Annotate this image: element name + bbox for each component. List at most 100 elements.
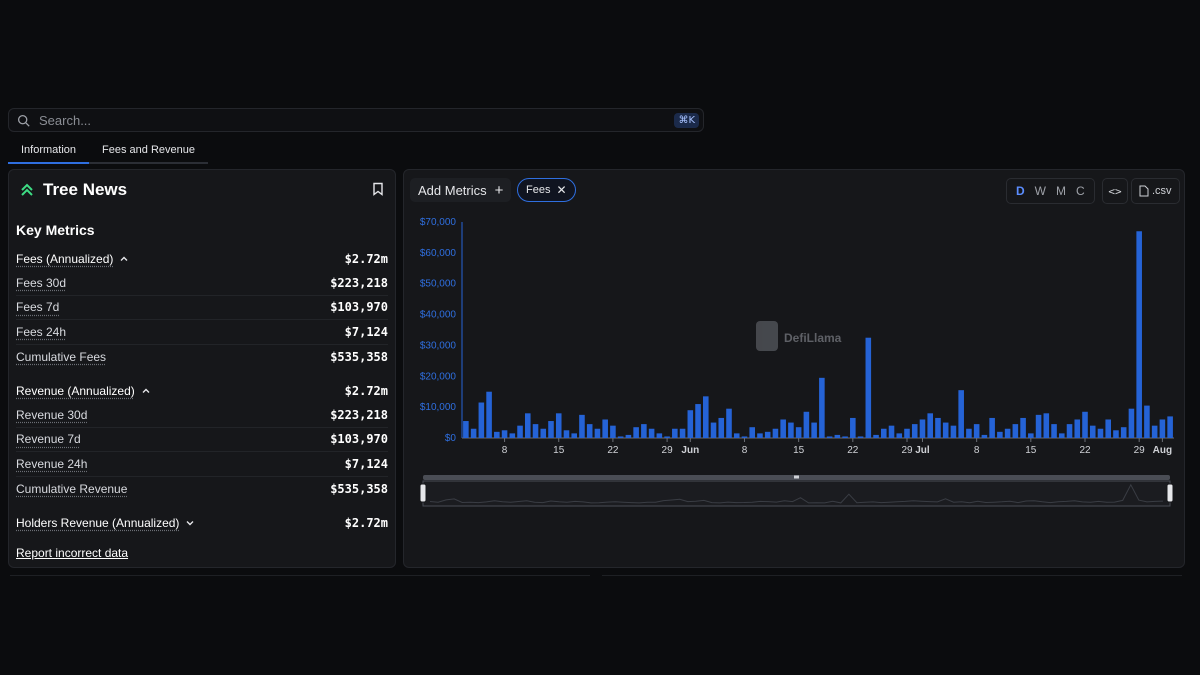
- bar[interactable]: [1105, 419, 1112, 438]
- bar[interactable]: [563, 430, 570, 438]
- bar[interactable]: [664, 436, 670, 438]
- report-incorrect-data-link[interactable]: Report incorrect data: [16, 546, 129, 560]
- bar[interactable]: [486, 391, 492, 438]
- chevron-down-icon[interactable]: [185, 518, 195, 528]
- bar[interactable]: [919, 419, 926, 438]
- brush-grip-icon[interactable]: [794, 475, 799, 479]
- bar[interactable]: [927, 413, 934, 438]
- bar[interactable]: [819, 377, 825, 438]
- bar[interactable]: [586, 424, 593, 438]
- bar[interactable]: [826, 436, 833, 438]
- bar[interactable]: [610, 425, 616, 438]
- chevron-up-icon[interactable]: [119, 254, 129, 264]
- timeframe-cumulative[interactable]: C: [1076, 184, 1085, 198]
- fees-annualized-row[interactable]: Fees (Annualized) $2.72m: [16, 247, 388, 271]
- bar[interactable]: [548, 421, 554, 438]
- bar[interactable]: [1136, 231, 1142, 438]
- revenue-annualized-row[interactable]: Revenue (Annualized) $2.72m: [16, 379, 388, 403]
- bar[interactable]: [571, 433, 578, 438]
- timeframe-weekly[interactable]: W: [1034, 184, 1046, 198]
- bar[interactable]: [880, 428, 887, 438]
- bar[interactable]: [617, 436, 624, 438]
- bar[interactable]: [958, 390, 964, 438]
- bar[interactable]: [764, 431, 771, 438]
- bar[interactable]: [726, 408, 732, 438]
- bar[interactable]: [780, 419, 786, 438]
- bar[interactable]: [641, 424, 647, 438]
- bar[interactable]: [749, 427, 756, 438]
- bar[interactable]: [463, 421, 469, 438]
- bar[interactable]: [718, 417, 725, 438]
- bar[interactable]: [656, 433, 663, 438]
- bar[interactable]: [1058, 433, 1065, 438]
- bar[interactable]: [888, 425, 895, 438]
- bar[interactable]: [1089, 425, 1096, 438]
- bar[interactable]: [834, 434, 841, 438]
- bar[interactable]: [997, 431, 1003, 438]
- bar[interactable]: [935, 417, 941, 438]
- bar[interactable]: [710, 422, 717, 438]
- timeframe-daily[interactable]: D: [1016, 184, 1025, 198]
- bar[interactable]: [695, 404, 701, 438]
- bookmark-icon[interactable]: [371, 182, 387, 198]
- bar[interactable]: [579, 414, 585, 438]
- fees-metric-chip[interactable]: Fees ✕: [517, 178, 576, 202]
- bar[interactable]: [625, 434, 632, 438]
- bar[interactable]: [1004, 428, 1011, 438]
- bar[interactable]: [803, 411, 810, 438]
- bar[interactable]: [857, 436, 864, 438]
- bar[interactable]: [1066, 424, 1073, 438]
- chevron-up-icon[interactable]: [141, 386, 151, 396]
- bar[interactable]: [873, 434, 879, 438]
- embed-button[interactable]: <>: [1102, 178, 1128, 204]
- bar[interactable]: [1012, 424, 1019, 438]
- bar[interactable]: [1082, 411, 1088, 438]
- bar[interactable]: [478, 402, 485, 438]
- bar[interactable]: [524, 413, 531, 438]
- bar[interactable]: [1159, 419, 1166, 438]
- bar[interactable]: [904, 428, 910, 438]
- bar[interactable]: [687, 410, 694, 438]
- bar[interactable]: [795, 427, 802, 438]
- bar[interactable]: [896, 433, 903, 438]
- bar[interactable]: [494, 431, 500, 438]
- bar[interactable]: [1074, 419, 1081, 438]
- date-range-brush[interactable]: [404, 472, 1184, 512]
- bar[interactable]: [973, 424, 980, 438]
- bar[interactable]: [1167, 416, 1173, 438]
- bar[interactable]: [517, 425, 523, 438]
- bar[interactable]: [733, 433, 740, 438]
- bar[interactable]: [966, 428, 972, 438]
- tab-information[interactable]: Information: [8, 141, 90, 164]
- bar[interactable]: [633, 427, 639, 438]
- bar[interactable]: [594, 428, 601, 438]
- bar[interactable]: [1120, 427, 1127, 438]
- add-metrics-button[interactable]: Add Metrics +: [410, 178, 512, 202]
- bar[interactable]: [1128, 408, 1135, 438]
- bar[interactable]: [772, 428, 779, 438]
- brush-handle-left[interactable]: [419, 483, 427, 503]
- bar[interactable]: [540, 428, 547, 438]
- search-bar[interactable]: ⌘K: [8, 108, 704, 132]
- brush-handle-right[interactable]: [1166, 483, 1174, 503]
- bar[interactable]: [470, 428, 477, 438]
- bar[interactable]: [1035, 414, 1042, 438]
- bar[interactable]: [602, 419, 608, 438]
- bar[interactable]: [679, 428, 686, 438]
- close-icon[interactable]: ✕: [556, 183, 567, 197]
- bar[interactable]: [532, 424, 539, 438]
- bar[interactable]: [788, 422, 794, 438]
- bar[interactable]: [555, 413, 562, 438]
- bar[interactable]: [1151, 425, 1158, 438]
- bar[interactable]: [1144, 405, 1150, 438]
- bar[interactable]: [1020, 417, 1026, 438]
- bar[interactable]: [865, 337, 872, 438]
- bar[interactable]: [702, 396, 709, 438]
- bar[interactable]: [1051, 424, 1057, 438]
- bar[interactable]: [1043, 413, 1050, 438]
- bar[interactable]: [850, 417, 856, 438]
- bar[interactable]: [842, 436, 848, 438]
- bar[interactable]: [1028, 433, 1034, 438]
- bar[interactable]: [648, 428, 655, 438]
- bar[interactable]: [942, 422, 949, 438]
